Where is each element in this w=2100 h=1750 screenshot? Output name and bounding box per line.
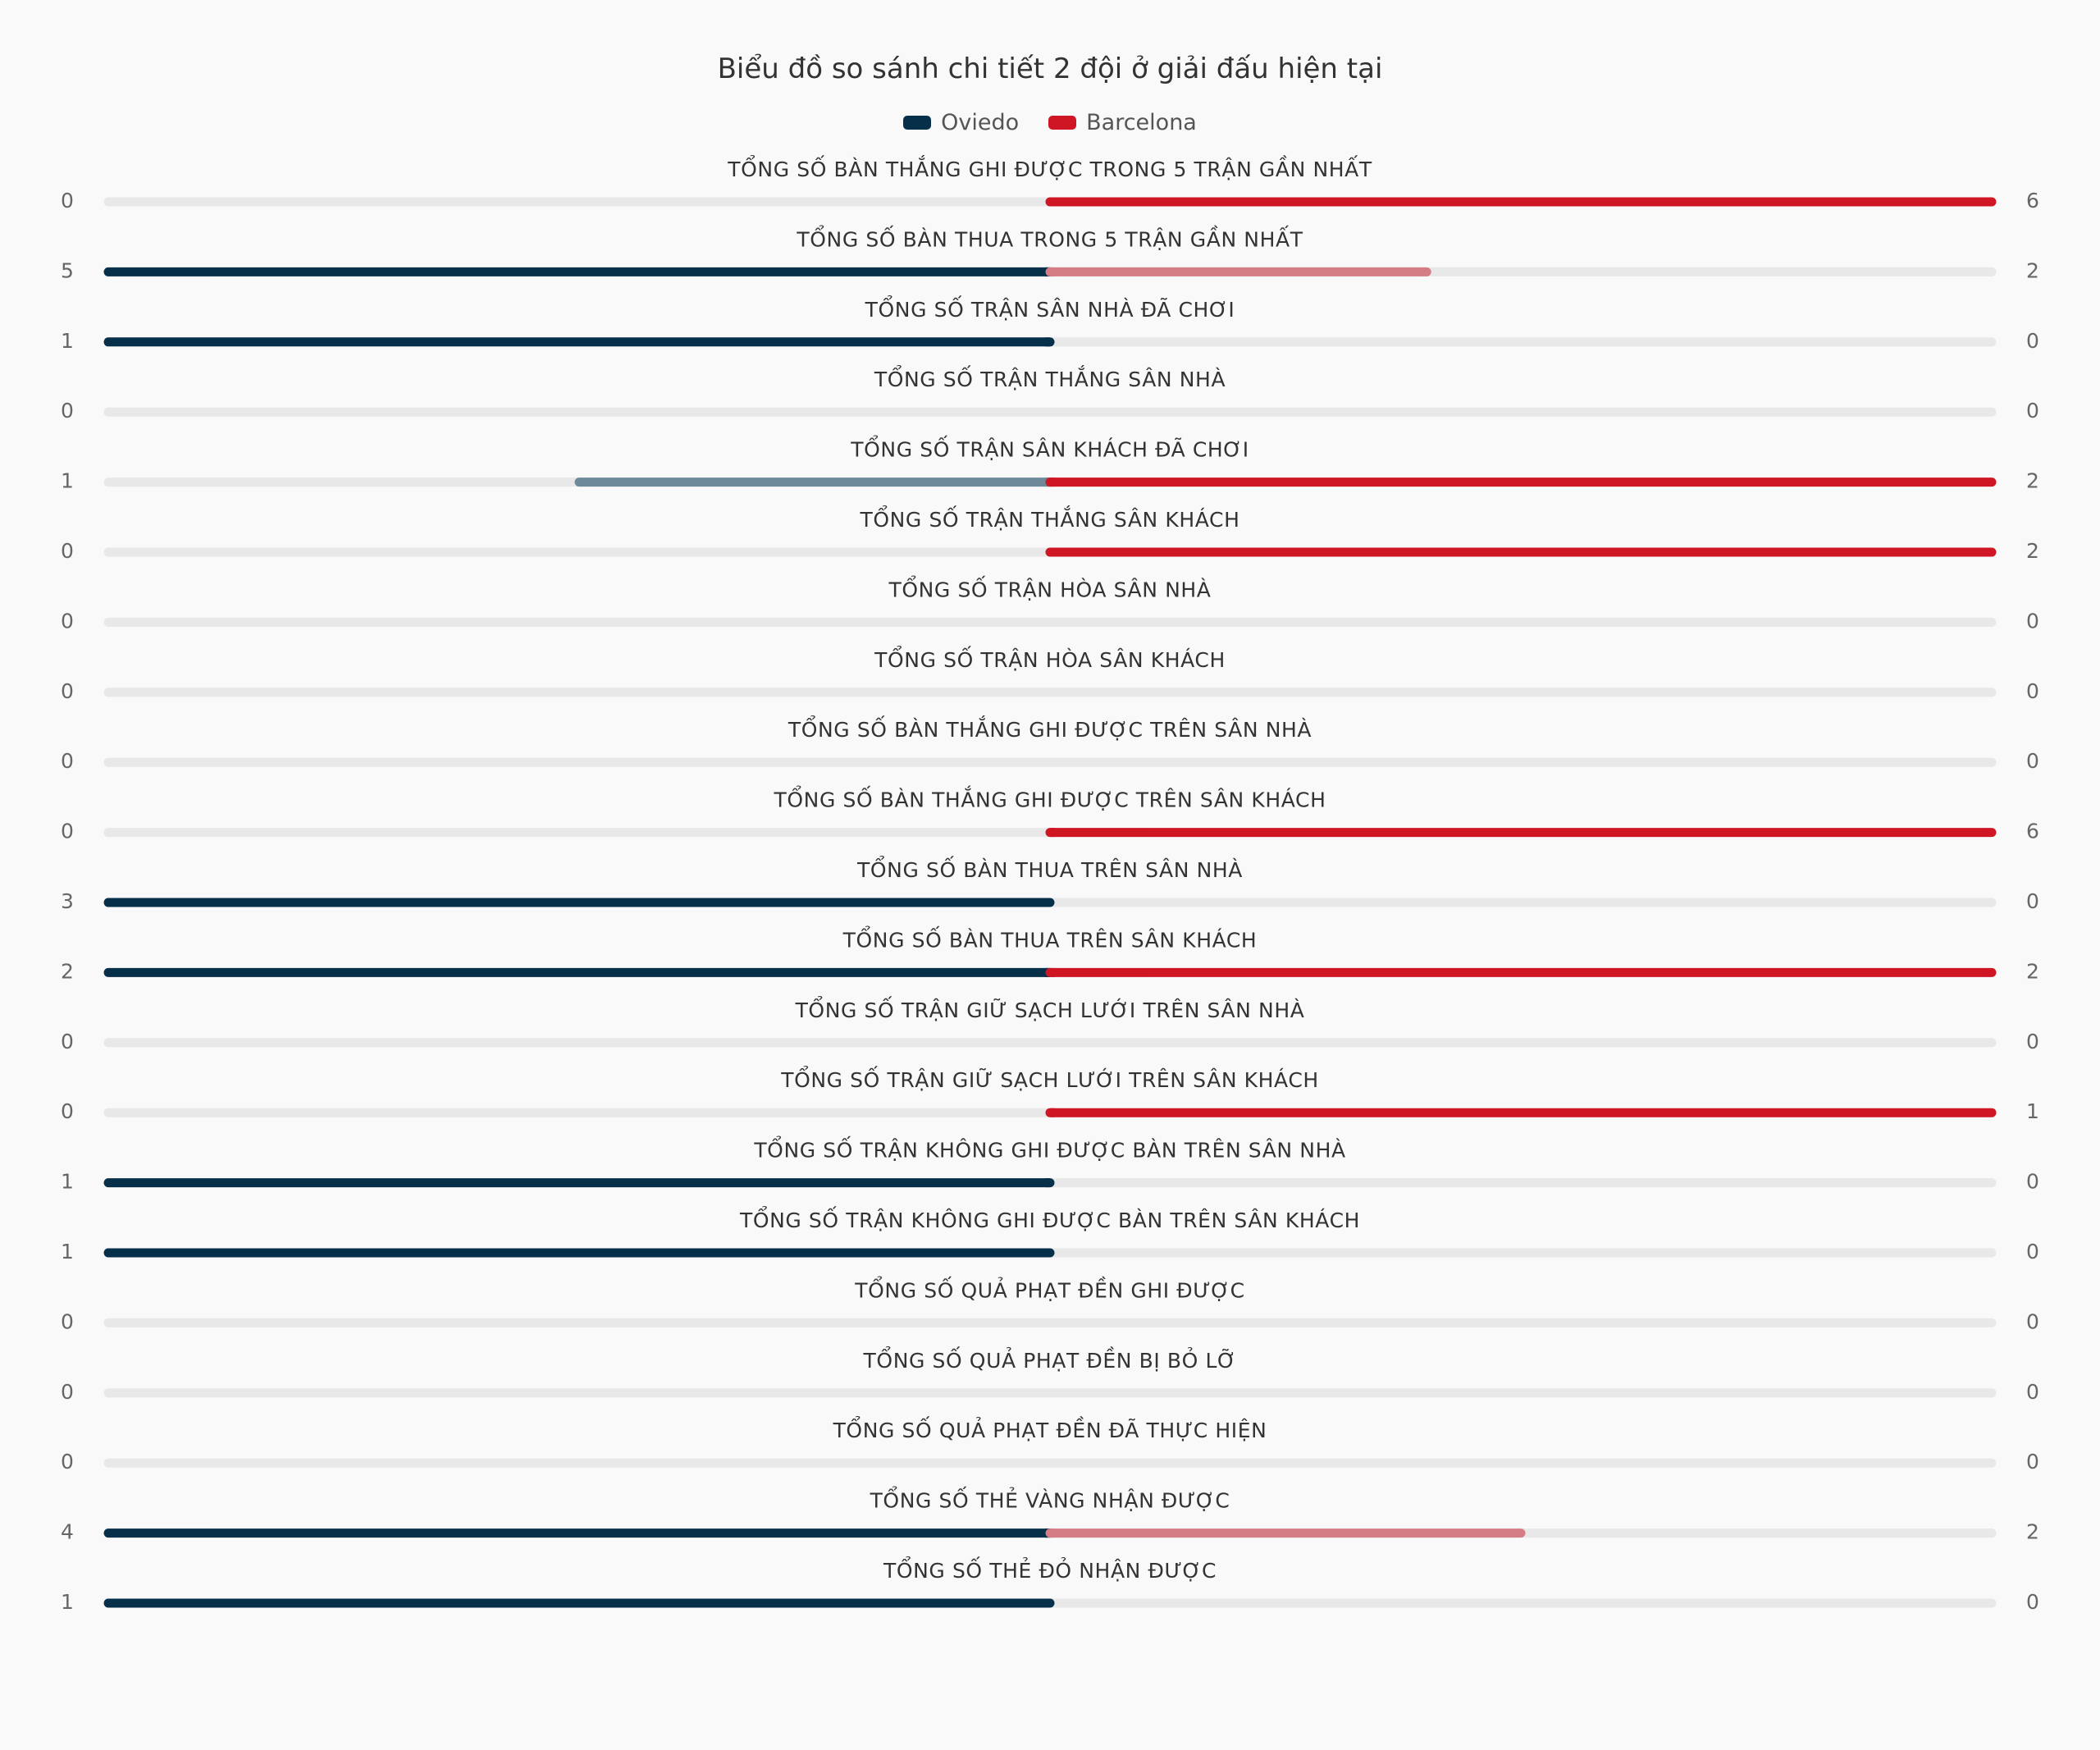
bar-team1-cap — [1045, 1598, 1050, 1608]
value-team1: 0 — [61, 820, 74, 843]
value-team1: 0 — [61, 609, 74, 633]
bar-team2-cap — [1050, 1528, 1055, 1538]
value-team1: 0 — [61, 539, 74, 563]
value-team2: 0 — [2026, 749, 2039, 773]
bar-team2-cap — [1050, 967, 1055, 977]
row-label: TỔNG SỐ BÀN THẮNG GHI ĐƯỢC TRÊN SÂN KHÁC… — [774, 785, 1326, 812]
value-team1: 1 — [61, 1170, 74, 1194]
value-team2: 0 — [2026, 1240, 2039, 1263]
bar-team1-cap — [1045, 1248, 1050, 1258]
row-label: TỔNG SỐ QUẢ PHẠT ĐỀN BỊ BỎ LỠ — [863, 1346, 1237, 1373]
row-label: TỔNG SỐ BÀN THUA TRONG 5 TRẬN GẦN NHẤT — [796, 224, 1303, 251]
row-label: TỔNG SỐ TRẬN SÂN KHÁCH ĐÃ CHƠI — [850, 435, 1249, 462]
row-label: TỔNG SỐ BÀN THUA TRÊN SÂN KHÁCH — [842, 925, 1258, 952]
value-team2: 1 — [2026, 1099, 2039, 1123]
value-team2: 0 — [2026, 399, 2039, 423]
legend-item-team2[interactable]: Barcelona — [1048, 110, 1197, 135]
bar-team2-cap — [1050, 267, 1055, 276]
value-team1: 4 — [61, 1520, 74, 1544]
row-label: TỔNG SỐ TRẬN GIỮ SẠCH LƯỚI TRÊN SÂN NHÀ — [795, 995, 1305, 1022]
value-team2: 2 — [2026, 959, 2039, 983]
bar-team2-cap — [1050, 1108, 1055, 1117]
legend-swatch-team2 — [1048, 116, 1077, 130]
legend-swatch-team1 — [903, 116, 932, 130]
bar-team2-cap — [1050, 547, 1055, 557]
row-label: TỔNG SỐ TRẬN KHÔNG GHI ĐƯỢC BÀN TRÊN SÂN… — [739, 1205, 1360, 1232]
value-team2: 0 — [2026, 889, 2039, 913]
value-team1: 0 — [61, 749, 74, 773]
bar-team2-cap — [1050, 197, 1055, 207]
value-team2: 2 — [2026, 1520, 2039, 1544]
bar-team1-cap — [1045, 898, 1050, 907]
value-team2: 0 — [2026, 1590, 2039, 1614]
legend: Oviedo Barcelona — [0, 110, 2100, 135]
bar-team2-cap — [1050, 828, 1055, 838]
row-label: TỔNG SỐ QUẢ PHẠT ĐỀN ĐÃ THỰC HIỆN — [833, 1415, 1267, 1442]
row-label: TỔNG SỐ TRẬN THẮNG SÂN KHÁCH — [859, 505, 1239, 532]
value-team1: 5 — [61, 258, 74, 282]
value-team1: 0 — [61, 1099, 74, 1123]
row-label: TỔNG SỐ TRẬN GIỮ SẠCH LƯỚI TRÊN SÂN KHÁC… — [780, 1065, 1319, 1092]
value-team2: 2 — [2026, 258, 2039, 282]
value-team1: 1 — [61, 1240, 74, 1263]
row-label: TỔNG SỐ TRẬN SÂN NHÀ ĐÃ CHƠI — [865, 295, 1235, 322]
row-label: TỔNG SỐ QUẢ PHẠT ĐỀN GHI ĐƯỢC — [854, 1275, 1245, 1302]
row-label: TỔNG SỐ TRẬN THẮNG SÂN NHÀ — [874, 364, 1226, 391]
value-team2: 2 — [2026, 469, 2039, 493]
bar-team1-cap — [1045, 337, 1050, 347]
value-team1: 0 — [61, 1380, 74, 1404]
value-team2: 0 — [2026, 1030, 2039, 1053]
value-team1: 0 — [61, 1030, 74, 1053]
legend-item-team1[interactable]: Oviedo — [903, 110, 1019, 135]
value-team2: 6 — [2026, 189, 2039, 212]
value-team2: 6 — [2026, 820, 2039, 843]
row-label: TỔNG SỐ TRẬN HÒA SÂN KHÁCH — [874, 645, 1226, 672]
value-team2: 0 — [2026, 329, 2039, 353]
value-team2: 0 — [2026, 1309, 2039, 1333]
value-team1: 0 — [61, 1309, 74, 1333]
chart-title: Biểu đồ so sánh chi tiết 2 đội ở giải đấ… — [717, 53, 1383, 85]
value-team1: 1 — [61, 469, 74, 493]
row-label: TỔNG SỐ BÀN THUA TRÊN SÂN NHÀ — [856, 855, 1243, 882]
value-team1: 1 — [61, 329, 74, 353]
value-team2: 0 — [2026, 1380, 2039, 1404]
value-team2: 0 — [2026, 679, 2039, 703]
value-team2: 0 — [2026, 1450, 2039, 1474]
value-team1: 0 — [61, 399, 74, 423]
legend-label-team1: Oviedo — [941, 110, 1020, 135]
value-team1: 0 — [61, 1450, 74, 1474]
row-label: TỔNG SỐ BÀN THẮNG GHI ĐƯỢC TRONG 5 TRẬN … — [727, 154, 1372, 181]
row-label: TỔNG SỐ THẺ VÀNG NHẬN ĐƯỢC — [870, 1486, 1230, 1513]
bar-team2-cap — [1050, 477, 1055, 487]
value-team1: 0 — [61, 679, 74, 703]
row-label: TỔNG SỐ TRẬN KHÔNG GHI ĐƯỢC BÀN TRÊN SÂN… — [753, 1135, 1345, 1163]
value-team1: 3 — [61, 889, 74, 913]
row-label: TỔNG SỐ BÀN THẮNG GHI ĐƯỢC TRÊN SÂN NHÀ — [788, 715, 1312, 742]
bar-team1-cap — [1045, 1178, 1050, 1188]
row-label: TỔNG SỐ TRẬN HÒA SÂN NHÀ — [888, 574, 1211, 601]
value-team2: 0 — [2026, 1170, 2039, 1194]
value-team2: 0 — [2026, 609, 2039, 633]
row-label: TỔNG SỐ THẺ ĐỎ NHẬN ĐƯỢC — [883, 1556, 1217, 1583]
value-team1: 1 — [61, 1590, 74, 1614]
value-team1: 0 — [61, 189, 74, 212]
legend-label-team2: Barcelona — [1086, 110, 1197, 135]
value-team1: 2 — [61, 959, 74, 983]
value-team2: 2 — [2026, 539, 2039, 563]
